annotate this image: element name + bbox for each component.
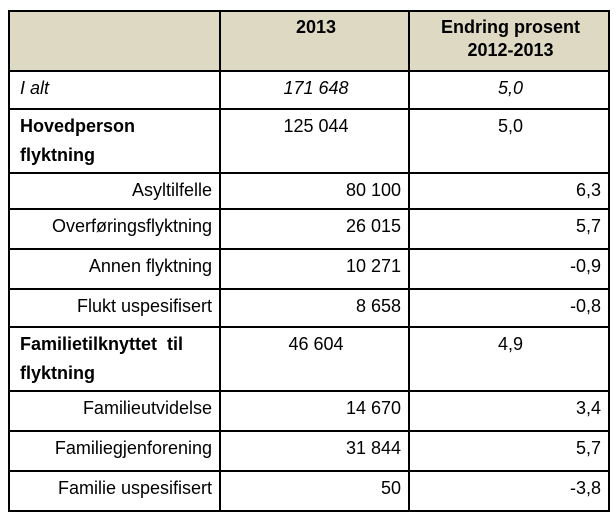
value-2013: 26 015 <box>219 208 410 250</box>
value-2013: 14 670 <box>219 390 410 432</box>
value-2013: 80 100 <box>219 172 410 210</box>
value-2013: 10 271 <box>219 248 410 290</box>
table-row-familiegjenforening: Familiegjenforening 31 844 5,7 <box>8 430 610 472</box>
row-label: Annen flyktning <box>8 248 221 290</box>
table-row-i-alt: I alt 171 648 5,0 <box>8 70 610 110</box>
row-label: Overføringsflyktning <box>8 208 221 250</box>
value-2013: 125 044 <box>219 108 410 174</box>
table-row-hovedperson-flyktning: Hovedperson flyktning 125 044 5,0 <box>8 108 610 174</box>
statistics-table: 2013 Endring prosent 2012-2013 I alt 171… <box>8 10 610 512</box>
table-row-familieutvidelse: Familieutvidelse 14 670 3,4 <box>8 390 610 432</box>
change-percent: 3,4 <box>408 390 610 432</box>
row-label: Familiegjenforening <box>8 430 221 472</box>
value-2013: 46 604 <box>219 326 410 392</box>
value-2013: 8 658 <box>219 288 410 328</box>
row-label: Familieutvidelse <box>8 390 221 432</box>
change-percent: -0,9 <box>408 248 610 290</box>
value-2013: 171 648 <box>219 70 410 110</box>
table-row-asyltilfelle: Asyltilfelle 80 100 6,3 <box>8 172 610 210</box>
row-label: Familietilknyttet til flyktning <box>8 326 221 392</box>
row-label: I alt <box>8 70 221 110</box>
change-percent: -0,8 <box>408 288 610 328</box>
row-label: Flukt uspesifisert <box>8 288 221 328</box>
column-header-2013: 2013 <box>219 10 410 72</box>
value-2013: 31 844 <box>219 430 410 472</box>
change-percent: 6,3 <box>408 172 610 210</box>
table-row-familie-uspesifisert: Familie uspesifisert 50 -3,8 <box>8 470 610 512</box>
change-percent: 5,0 <box>408 70 610 110</box>
header-row: 2013 Endring prosent 2012-2013 <box>8 10 610 72</box>
table-row-overforingsflyktning: Overføringsflyktning 26 015 5,7 <box>8 208 610 250</box>
row-label: Asyltilfelle <box>8 172 221 210</box>
change-percent: -3,8 <box>408 470 610 512</box>
value-2013: 50 <box>219 470 410 512</box>
table-row-familietilknyttet-til-flyktning: Familietilknyttet til flyktning 46 604 4… <box>8 326 610 392</box>
change-percent: 4,9 <box>408 326 610 392</box>
row-label: Familie uspesifisert <box>8 470 221 512</box>
change-percent: 5,0 <box>408 108 610 174</box>
table-row-annen-flyktning: Annen flyktning 10 271 -0,9 <box>8 248 610 290</box>
change-percent: 5,7 <box>408 430 610 472</box>
column-header-empty <box>8 10 221 72</box>
table-row-flukt-uspesifisert: Flukt uspesifisert 8 658 -0,8 <box>8 288 610 328</box>
column-header-endring-prosent: Endring prosent 2012-2013 <box>408 10 610 72</box>
row-label: Hovedperson flyktning <box>8 108 221 174</box>
change-percent: 5,7 <box>408 208 610 250</box>
